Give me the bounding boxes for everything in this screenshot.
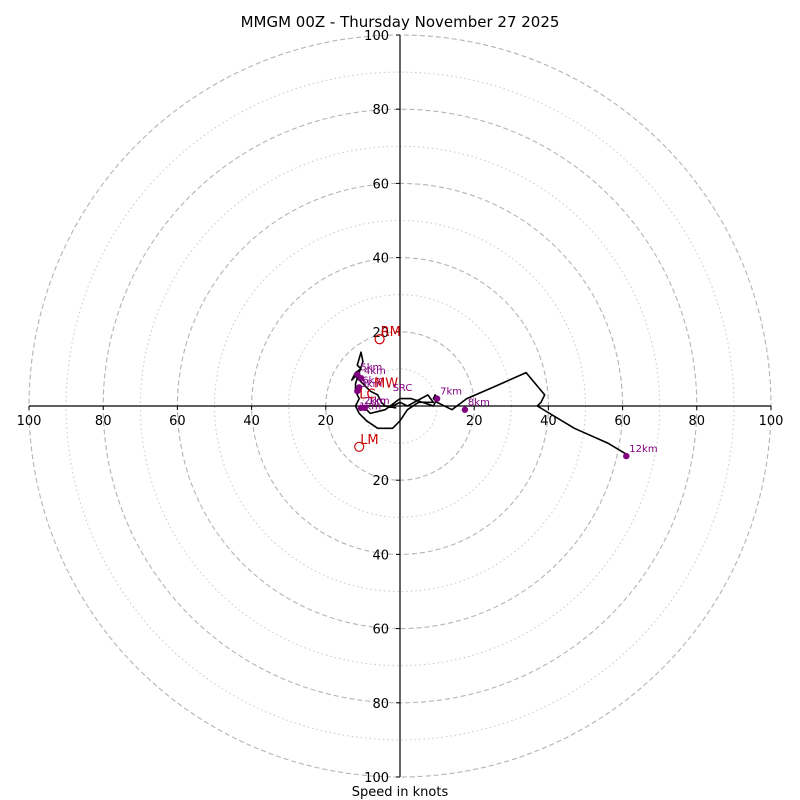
height-marker-8km bbox=[461, 406, 469, 413]
x-tick-label: 60 bbox=[614, 414, 631, 429]
storm-motion-markers: RM LM bbox=[354, 325, 401, 452]
annotation-1km: 1km bbox=[359, 402, 381, 413]
annotation-mw: MW bbox=[374, 376, 398, 391]
tick-labels: 100 80 60 40 20 20 40 60 80 100 100 80 60 40 20 20 40 60 8… bbox=[17, 29, 784, 786]
annotation-src: SRC bbox=[393, 383, 413, 394]
y-tick-label: 60 bbox=[372, 177, 389, 192]
height-label-3km: 3km bbox=[360, 379, 382, 390]
height-label-8km: 8km bbox=[468, 398, 490, 409]
storm-label-rm: RM bbox=[381, 325, 401, 340]
chart-title: MMGM 00Z - Thursday November 27 2025 bbox=[241, 13, 560, 31]
y-tick-label: 80 bbox=[372, 697, 389, 712]
x-tick-label: 20 bbox=[318, 414, 335, 429]
height-label-7km: 7km bbox=[440, 387, 462, 398]
wind-trace-line bbox=[350, 351, 627, 455]
height-label-1km: 1km bbox=[368, 396, 390, 407]
y-tick-label: 60 bbox=[372, 623, 389, 638]
height-marker-12km bbox=[623, 452, 630, 460]
height-marker-2km bbox=[357, 404, 365, 412]
storm-marker-lm bbox=[354, 441, 365, 452]
y-tick-label: 20 bbox=[372, 474, 389, 489]
height-marker-7km bbox=[433, 395, 441, 402]
height-label-12km: 12km bbox=[629, 444, 657, 455]
y-tick-label: 100 bbox=[364, 771, 389, 786]
x-tick-label: 20 bbox=[466, 414, 483, 429]
storm-marker-rm bbox=[374, 334, 385, 345]
storm-label-lm: LM bbox=[360, 433, 378, 448]
height-label-6km: 6km bbox=[362, 375, 384, 386]
y-tick-label: 20 bbox=[372, 326, 389, 341]
y-tick-label: 40 bbox=[372, 252, 389, 267]
x-axis-label: Speed in knots bbox=[352, 785, 449, 800]
y-tick-label: 80 bbox=[372, 103, 389, 118]
annotation-lc: LC bbox=[359, 388, 375, 403]
tick-marks bbox=[28, 34, 772, 778]
height-label-4km: 4km bbox=[364, 366, 386, 377]
y-tick-label: 40 bbox=[372, 548, 389, 563]
height-marker-6km bbox=[355, 384, 363, 391]
height-marker-5km bbox=[354, 371, 361, 378]
x-tick-label: 100 bbox=[17, 414, 42, 429]
x-tick-label: 40 bbox=[243, 414, 260, 429]
axes bbox=[29, 35, 771, 777]
x-tick-label: 80 bbox=[689, 414, 706, 429]
x-tick-label: 60 bbox=[169, 414, 186, 429]
x-tick-label: 40 bbox=[540, 414, 557, 429]
x-tick-label: 100 bbox=[759, 414, 784, 429]
height-label-5km: 5km bbox=[360, 362, 382, 373]
y-tick-label: 100 bbox=[364, 29, 389, 44]
height-label-2km: 2km bbox=[364, 396, 386, 407]
x-tick-label: 80 bbox=[95, 414, 112, 429]
